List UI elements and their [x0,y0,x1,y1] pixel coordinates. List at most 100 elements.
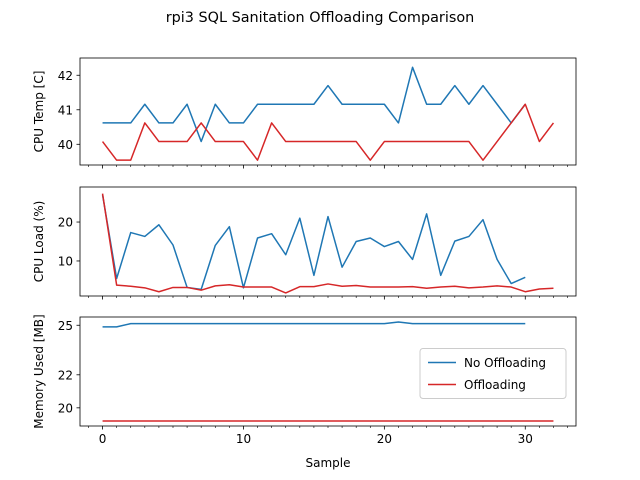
data-point-no-offloading [214,103,216,105]
data-point-no-offloading [285,254,287,256]
data-point-offloading [327,283,329,285]
data-point-no-offloading [130,122,132,124]
data-point-offloading [482,420,484,422]
data-point-no-offloading [440,103,442,105]
data-point-offloading [243,286,245,288]
data-point-offloading [229,420,231,422]
data-point-no-offloading [271,233,273,235]
data-point-no-offloading [355,323,357,325]
data-point-offloading [384,286,386,288]
data-point-offloading [158,420,160,422]
data-point-no-offloading [144,236,146,238]
data-point-offloading [186,141,188,143]
data-point-no-offloading [384,246,386,248]
panel-2: 10 20 CPU Load (%) [32,186,577,300]
data-point-offloading [426,287,428,289]
series-line-offloading [101,103,555,161]
data-point-offloading [313,420,315,422]
x-tick-label: 10 [236,432,251,446]
data-point-no-offloading [412,67,414,69]
data-point-no-offloading [299,103,301,105]
data-point-no-offloading [341,103,343,105]
data-point-no-offloading [482,323,484,325]
data-point-offloading [468,420,470,422]
data-point-offloading [144,420,146,422]
data-point-offloading [186,420,188,422]
data-point-offloading [186,287,188,289]
data-point-offloading [482,286,484,288]
data-point-no-offloading [440,275,442,277]
y-tick-label: 41 [58,103,73,117]
data-point-no-offloading [454,323,456,325]
y-tick-label: 40 [58,138,73,152]
series-line-no-offloading [102,321,526,328]
data-point-offloading [398,420,400,422]
data-point-no-offloading [200,323,202,325]
data-point-no-offloading [468,236,470,238]
data-point-offloading [440,141,442,143]
data-point-offloading [285,141,287,143]
data-point-no-offloading [158,224,160,226]
data-point-no-offloading [398,122,400,124]
data-point-offloading [313,286,315,288]
data-point-no-offloading [172,244,174,246]
data-point-no-offloading [440,323,442,325]
data-point-no-offloading [102,326,104,328]
data-point-offloading [200,289,202,291]
series-line-no-offloading [101,194,526,291]
data-point-no-offloading [144,323,146,325]
data-point-no-offloading [412,259,414,261]
data-point-no-offloading [102,122,104,124]
data-point-no-offloading [510,323,512,325]
data-point-offloading [369,420,371,422]
data-point-no-offloading [299,323,301,325]
data-point-offloading [496,420,498,422]
legend-box [419,348,567,399]
data-point-offloading [398,286,400,288]
data-point-offloading [116,159,118,161]
data-point-offloading [229,284,231,286]
data-point-offloading [285,292,287,294]
data-point-no-offloading [229,226,231,228]
data-point-no-offloading [243,122,245,124]
data-point-offloading [426,420,428,422]
data-point-offloading [172,141,174,143]
data-point-no-offloading [398,321,400,323]
data-point-offloading [271,286,273,288]
data-point-no-offloading [285,323,287,325]
data-point-offloading [426,141,428,143]
data-point-no-offloading [341,323,343,325]
data-point-no-offloading [229,323,231,325]
x-tick-label: 20 [377,432,392,446]
data-point-offloading [200,420,202,422]
data-point-offloading [384,141,386,143]
data-point-no-offloading [468,103,470,105]
data-point-offloading [440,286,442,288]
data-point-offloading [229,141,231,143]
plot-frame [79,57,577,166]
data-point-offloading [271,420,273,422]
data-point-no-offloading [130,323,132,325]
data-point-offloading [214,420,216,422]
data-point-no-offloading [214,245,216,247]
data-point-offloading [102,193,104,195]
series-line-offloading [101,193,554,294]
data-point-offloading [257,420,259,422]
data-point-offloading [553,420,555,422]
data-point-offloading [468,287,470,289]
y-tick-label: 22 [58,368,73,382]
data-point-no-offloading [426,323,428,325]
data-point-no-offloading [341,266,343,268]
data-point-no-offloading [172,323,174,325]
data-point-no-offloading [482,219,484,221]
data-point-no-offloading [524,277,526,279]
data-point-no-offloading [158,122,160,124]
data-point-offloading [482,159,484,161]
data-point-offloading [412,420,414,422]
data-point-no-offloading [186,103,188,105]
data-point-offloading [158,141,160,143]
legend-label-offloading: Offloading [464,378,526,392]
data-point-no-offloading [482,85,484,87]
chart-title: rpi3 SQL Sanitation Offloading Compariso… [166,10,475,26]
